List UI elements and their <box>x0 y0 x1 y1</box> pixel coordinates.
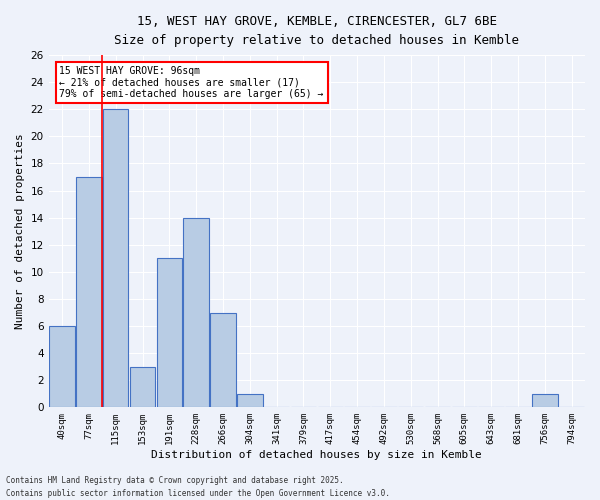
Bar <box>184 218 209 408</box>
Bar <box>76 177 101 408</box>
Bar <box>103 110 128 408</box>
Text: Contains HM Land Registry data © Crown copyright and database right 2025.
Contai: Contains HM Land Registry data © Crown c… <box>6 476 390 498</box>
Bar <box>130 366 155 408</box>
X-axis label: Distribution of detached houses by size in Kemble: Distribution of detached houses by size … <box>151 450 482 460</box>
Title: 15, WEST HAY GROVE, KEMBLE, CIRENCESTER, GL7 6BE
Size of property relative to de: 15, WEST HAY GROVE, KEMBLE, CIRENCESTER,… <box>115 15 520 47</box>
Bar <box>157 258 182 408</box>
Bar <box>210 312 236 408</box>
Bar <box>237 394 263 407</box>
Text: 15 WEST HAY GROVE: 96sqm
← 21% of detached houses are smaller (17)
79% of semi-d: 15 WEST HAY GROVE: 96sqm ← 21% of detach… <box>59 66 324 99</box>
Bar <box>532 394 557 407</box>
Y-axis label: Number of detached properties: Number of detached properties <box>15 134 25 329</box>
Bar <box>49 326 75 407</box>
